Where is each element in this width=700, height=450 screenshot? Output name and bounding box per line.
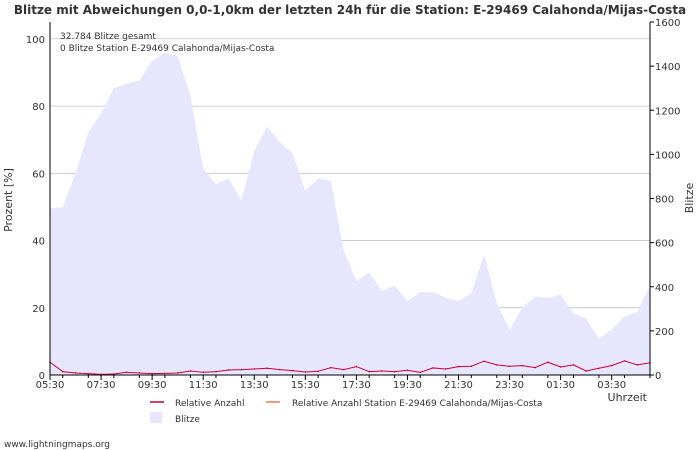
y-right-tick-label: 200 (655, 327, 674, 338)
relative-point (266, 367, 268, 370)
y-axis-right-label: Blitze (683, 183, 696, 214)
relative-point (291, 369, 294, 372)
legend-swatch-blitze (150, 412, 162, 423)
y-left-tick-label: 80 (32, 102, 45, 113)
relative-point (457, 365, 460, 368)
relative-point (381, 370, 383, 372)
x-tick-label: 03:30 (597, 380, 626, 391)
relative-point (342, 368, 345, 371)
relative-point (470, 365, 473, 368)
x-tick-label: 09:30 (138, 380, 167, 391)
y-left-tick-label: 60 (32, 169, 45, 180)
relative-point (61, 370, 64, 373)
relative-point (330, 366, 332, 369)
x-tick-label: 21:30 (444, 380, 473, 391)
relative-point (125, 371, 128, 374)
relative-point (534, 366, 536, 369)
y-right-tick-label: 1400 (655, 62, 680, 73)
relative-point (572, 364, 575, 366)
x-tick-label: 17:30 (342, 380, 371, 391)
legend-item-station: Relative Anzahl Station E-29469 Calahond… (266, 399, 542, 409)
y-right-tick-label: 0 (655, 371, 661, 382)
relative-point (508, 365, 511, 368)
relative-point (559, 366, 562, 368)
relative-anzahl-line (49, 360, 651, 375)
relative-point (623, 360, 626, 362)
chart-title: Blitze mit Abweichungen 0,0-1,0km der le… (14, 3, 686, 17)
relative-point (547, 361, 549, 364)
x-tick-label: 05:30 (36, 380, 65, 391)
x-tick-label: 11:30 (189, 380, 218, 391)
relative-point (215, 370, 217, 373)
relative-point (483, 360, 485, 363)
y-right-tick-label: 600 (655, 239, 674, 250)
relative-point (432, 367, 434, 369)
x-tick-label: 13:30 (240, 380, 269, 391)
legend-label-relative: Relative Anzahl (175, 399, 244, 409)
relative-point (164, 372, 166, 375)
relative-point (138, 372, 141, 374)
y-axis-left-label: Prozent [%] (2, 168, 15, 232)
legend: Relative Anzahl Relative Anzahl Station … (150, 399, 542, 425)
relative-point (406, 369, 409, 372)
relative-point (151, 372, 153, 375)
relative-point (304, 371, 307, 373)
annotation-total: 32.784 Blitze gesamt (60, 32, 156, 42)
relative-point (278, 368, 281, 371)
y-left-tick-label: 40 (32, 237, 45, 248)
relative-point (355, 365, 358, 368)
y-left-tick-label: 0 (39, 371, 45, 382)
relative-point (176, 372, 179, 374)
points-layer (49, 360, 651, 376)
y-left-tick-label: 100 (26, 35, 45, 46)
relative-point (202, 371, 204, 374)
y-right-tick-label: 1200 (655, 106, 680, 117)
relative-point (368, 370, 370, 373)
relative-point (419, 371, 422, 374)
y-right-tick-label: 400 (655, 283, 674, 294)
y-right-tick-label: 1000 (655, 150, 680, 161)
relative-point (444, 368, 447, 370)
x-tick-label: 15:30 (291, 380, 320, 391)
axes-layer: 0204060801000200400600800100012001400160… (26, 18, 681, 391)
relative-point (189, 370, 192, 372)
legend-label-station: Relative Anzahl Station E-29469 Calahond… (292, 399, 542, 409)
blitze-area (50, 52, 650, 375)
relative-point (253, 368, 256, 370)
annotation-station: 0 Blitze Station E-29469 Calahonda/Mijas… (60, 44, 274, 54)
x-axis-label: Uhrzeit (608, 391, 648, 404)
legend-item-relative: Relative Anzahl (150, 399, 244, 409)
legend-item-blitze: Blitze (150, 412, 200, 425)
x-tick-label: 07:30 (87, 380, 116, 391)
relative-point (610, 364, 613, 367)
relative-point (598, 367, 600, 370)
relative-point (113, 373, 115, 375)
y-right-tick-label: 800 (655, 195, 674, 206)
relative-point (74, 372, 77, 374)
y-left-tick-label: 20 (32, 304, 45, 315)
legend-label-blitze: Blitze (175, 415, 200, 425)
relative-point (496, 364, 498, 366)
y-right-tick-label: 1600 (655, 18, 680, 29)
x-tick-label: 23:30 (495, 380, 524, 391)
relative-point (585, 370, 587, 372)
relative-point (521, 364, 524, 367)
relative-point (317, 370, 319, 373)
footer-source: www.lightningmaps.org (4, 440, 110, 450)
relative-point (87, 372, 90, 375)
x-tick-label: 19:30 (393, 380, 422, 391)
relative-point (393, 370, 396, 373)
relative-point (240, 368, 243, 371)
relative-point (636, 364, 639, 366)
relative-point (227, 369, 230, 371)
x-tick-label: 01:30 (546, 380, 575, 391)
